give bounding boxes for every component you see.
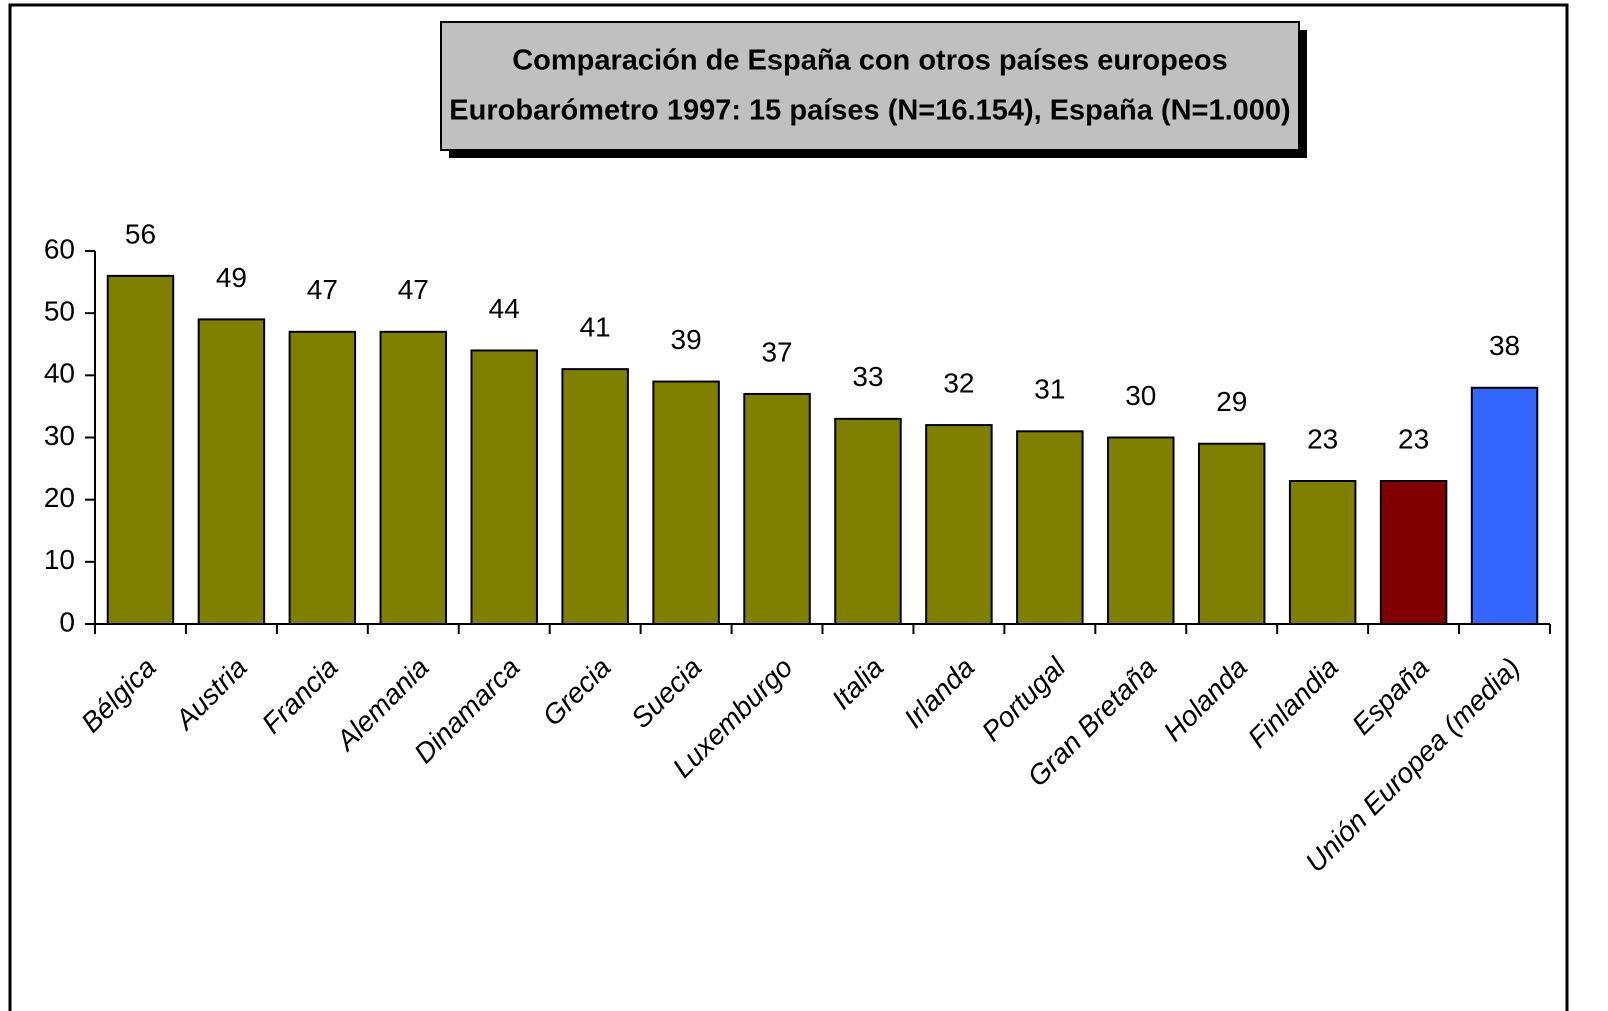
data-label: 49 bbox=[216, 262, 247, 293]
data-label: 44 bbox=[489, 293, 520, 324]
bar bbox=[379, 330, 448, 625]
bar bbox=[288, 330, 357, 625]
y-tick-label: 30 bbox=[44, 420, 75, 451]
bar bbox=[106, 274, 175, 625]
data-label: 33 bbox=[852, 361, 883, 392]
bar bbox=[1107, 436, 1175, 625]
y-tick-label: 0 bbox=[59, 606, 75, 637]
data-label: 31 bbox=[1034, 374, 1065, 405]
data-label: 30 bbox=[1125, 380, 1156, 411]
data-label: 47 bbox=[398, 274, 429, 305]
bar bbox=[1197, 442, 1266, 626]
data-label: 38 bbox=[1489, 330, 1520, 361]
bar bbox=[1470, 386, 1539, 625]
data-label: 23 bbox=[1307, 423, 1338, 454]
chart-subtitle: Eurobarómetro 1997: 15 países (N=16.154)… bbox=[449, 95, 1290, 127]
bar bbox=[743, 392, 811, 625]
bar bbox=[470, 349, 538, 625]
data-label: 37 bbox=[761, 336, 792, 367]
data-label: 56 bbox=[125, 218, 156, 249]
y-tick-label: 20 bbox=[44, 482, 75, 513]
bar bbox=[652, 380, 720, 625]
bar bbox=[1016, 430, 1084, 625]
bar bbox=[1379, 480, 1448, 625]
data-label: 41 bbox=[580, 312, 611, 343]
y-tick-label: 60 bbox=[44, 233, 75, 264]
chart-title: Comparación de España con otros países e… bbox=[512, 45, 1228, 77]
bar bbox=[925, 424, 993, 626]
bar bbox=[834, 417, 902, 625]
title-box bbox=[440, 21, 1300, 151]
y-tick-label: 50 bbox=[44, 296, 75, 327]
y-tick-label: 10 bbox=[44, 544, 75, 575]
data-label: 29 bbox=[1216, 386, 1247, 417]
y-tick-label: 40 bbox=[44, 358, 75, 389]
data-label: 23 bbox=[1398, 423, 1429, 454]
bar bbox=[197, 318, 266, 625]
data-label: 39 bbox=[671, 324, 702, 355]
bar bbox=[1288, 480, 1357, 625]
bar bbox=[561, 368, 629, 625]
data-label: 32 bbox=[943, 367, 974, 398]
data-label: 47 bbox=[307, 274, 338, 305]
